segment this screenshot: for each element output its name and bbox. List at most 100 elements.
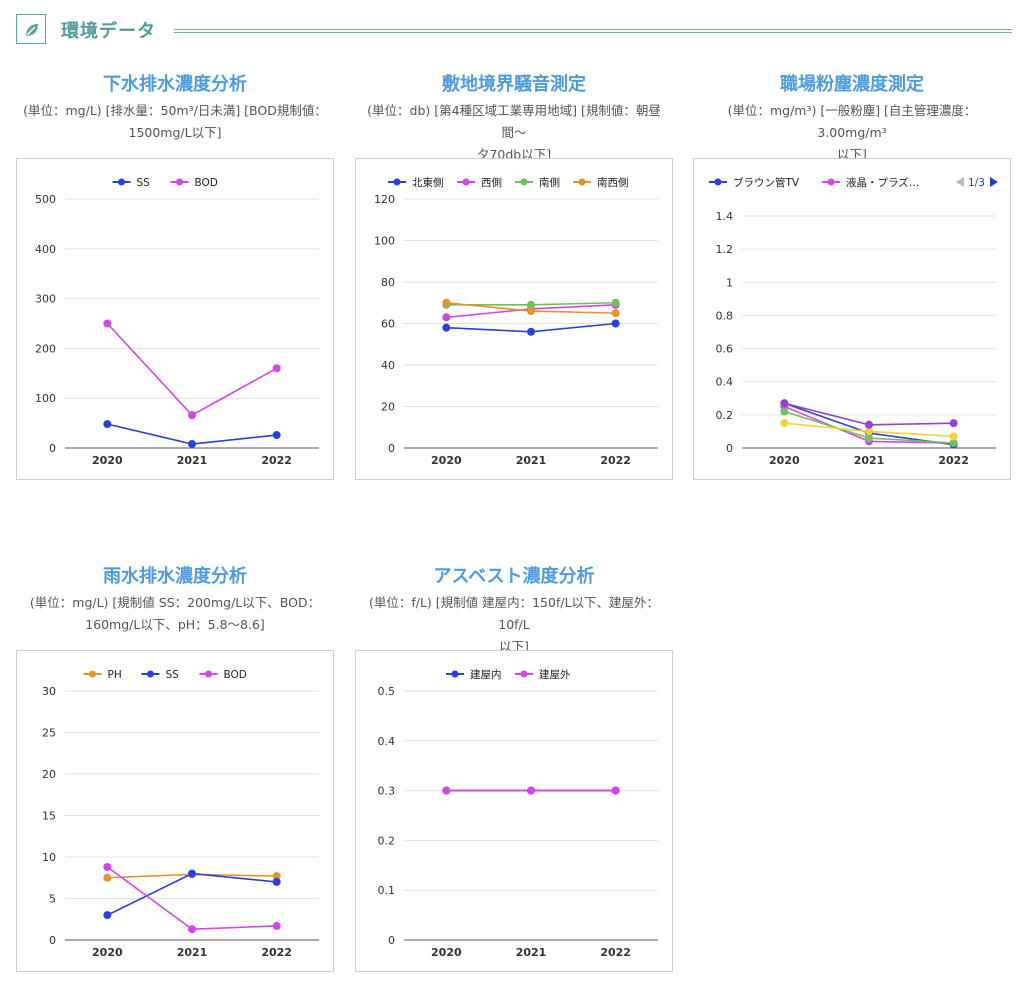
y-tick-label: 60 — [381, 318, 395, 331]
legend-swatch-dot — [205, 670, 212, 678]
section-header: 環境データ — [16, 14, 1012, 46]
legend-label: 西側 — [481, 176, 502, 189]
header-rule-top — [174, 29, 1012, 30]
y-tick-label: 500 — [35, 193, 56, 206]
data-point[interactable] — [865, 434, 873, 443]
chart-note: (単位：mg/m³) [一般粉塵] [自主管理濃度：3.00mg/m³ 以下] — [693, 100, 1011, 166]
y-tick-label: 5 — [49, 893, 56, 906]
data-point[interactable] — [103, 319, 112, 328]
chart-frame: 0 5 10 15 20 25 30 2020 2021 2022 PH SS BOD — [16, 650, 334, 972]
x-tick-label: 2021 — [854, 454, 885, 467]
legend-item[interactable]: SS — [141, 669, 180, 681]
y-tick-label: 0 — [49, 442, 56, 455]
data-point[interactable] — [103, 862, 112, 871]
data-point[interactable] — [272, 872, 281, 881]
legend-item[interactable]: 西側 — [457, 176, 502, 189]
y-tick-label: 20 — [381, 401, 395, 414]
chart-note: (単位：f/L) [規制値 建屋内：150f/L以下、建屋外：10f/L 以下] — [355, 592, 673, 658]
x-tick-label: 2021 — [177, 454, 208, 467]
legend-item[interactable]: 南側 — [515, 176, 560, 189]
chart-note: (単位：db) [第4種区域工業専用地域] [規制値：朝昼間〜 夕70db以下] — [355, 100, 673, 166]
legend-item[interactable]: ブラウン管TV — [709, 176, 800, 189]
data-point[interactable] — [611, 298, 620, 307]
data-point[interactable] — [865, 420, 873, 429]
data-point[interactable] — [188, 925, 196, 934]
legend-item[interactable]: 南西側 — [573, 176, 629, 189]
data-point[interactable] — [527, 327, 535, 336]
chart-block-sewage: 下水排水濃度分析 (単位：mg/L) [排水量：50m³/日未満] [BOD規制… — [16, 70, 334, 482]
legend-label: 南西側 — [597, 176, 629, 189]
section-title: 環境データ — [61, 21, 156, 42]
leaf-icon-box — [16, 14, 46, 44]
legend-item[interactable]: 建屋内 — [446, 668, 502, 681]
data-point[interactable] — [527, 307, 535, 316]
chart-title: アスベスト濃度分析 — [433, 566, 595, 587]
data-point[interactable] — [272, 431, 281, 440]
legend-swatch-dot — [176, 178, 183, 186]
y-tick-label: 0 — [388, 934, 395, 947]
y-tick-label: 30 — [42, 685, 56, 698]
data-point[interactable] — [442, 323, 451, 332]
data-point[interactable] — [442, 313, 451, 322]
legend-item[interactable]: 北東側 — [388, 176, 444, 189]
data-point[interactable] — [611, 309, 620, 318]
legend-prev-icon[interactable] — [956, 177, 964, 187]
y-tick-label: 100 — [35, 392, 56, 405]
legend-next-icon[interactable] — [990, 177, 998, 187]
chart-note-line: (単位：mg/L) [排水量：50m³/日未満] [BOD規制値： — [23, 103, 327, 118]
data-point[interactable] — [103, 911, 112, 920]
data-point[interactable] — [103, 420, 112, 429]
chart-block-asbestos: アスベスト濃度分析 (単位：f/L) [規制値 建屋内：150f/L以下、建屋外… — [355, 562, 673, 974]
y-tick-label: 0.3 — [378, 785, 396, 798]
data-point[interactable] — [949, 432, 958, 441]
data-point[interactable] — [611, 786, 620, 795]
data-point[interactable] — [442, 298, 451, 307]
line-chart: 0 0.2 0.4 0.6 0.8 1 1.2 1.4 2020 2021 2022 ブラウン管TV 液… — [709, 176, 998, 467]
data-point[interactable] — [188, 869, 196, 878]
data-point[interactable] — [188, 440, 196, 449]
legend-page-indicator: 1/3 — [968, 177, 985, 189]
y-tick-label: 0.5 — [378, 685, 396, 698]
data-point[interactable] — [527, 786, 535, 795]
line-chart: 0 0.1 0.2 0.3 0.4 0.5 2020 2021 2022 建屋内 建屋外 — [378, 668, 658, 959]
data-point[interactable] — [865, 427, 873, 436]
x-tick-label: 2021 — [177, 946, 208, 959]
data-point[interactable] — [949, 439, 958, 448]
data-point[interactable] — [272, 364, 281, 373]
chart-frame: 0 100 200 300 400 500 2020 2021 2022 SS BOD — [16, 158, 334, 480]
legend-swatch-dot — [147, 670, 154, 678]
legend-item[interactable]: BOD — [170, 177, 218, 189]
data-point[interactable] — [272, 921, 281, 930]
legend-label: PH — [108, 669, 122, 681]
legend-item[interactable]: 液晶・プラズ… — [822, 176, 919, 189]
x-tick-label: 2022 — [600, 946, 631, 959]
x-tick-label: 2022 — [261, 454, 292, 467]
legend-item[interactable]: BOD — [199, 669, 247, 681]
data-point[interactable] — [272, 877, 281, 886]
line-chart: 0 100 200 300 400 500 2020 2021 2022 SS BOD — [35, 177, 319, 467]
y-tick-label: 20 — [42, 768, 56, 781]
data-point[interactable] — [780, 407, 789, 416]
x-tick-label: 2020 — [431, 946, 462, 959]
data-point[interactable] — [188, 411, 196, 420]
chart-note-line: (単位：mg/L) [規制値 SS：200mg/L以下、BOD： — [29, 595, 321, 610]
data-point[interactable] — [611, 319, 620, 328]
data-point[interactable] — [103, 873, 112, 882]
legend-item[interactable]: 建屋外 — [515, 668, 571, 681]
data-point[interactable] — [780, 399, 789, 408]
data-point[interactable] — [442, 786, 451, 795]
legend-swatch-dot — [520, 670, 528, 678]
legend-item[interactable]: SS — [112, 177, 151, 189]
y-tick-label: 0.4 — [716, 376, 734, 389]
y-tick-label: 10 — [42, 851, 56, 864]
legend-label: BOD — [224, 669, 247, 681]
chart-title: 敷地境界騒音測定 — [442, 74, 586, 95]
chart-block-noise: 敷地境界騒音測定 (単位：db) [第4種区域工業専用地域] [規制値：朝昼間〜… — [355, 70, 673, 482]
x-tick-label: 2021 — [516, 454, 547, 467]
data-point[interactable] — [527, 300, 535, 309]
data-point[interactable] — [949, 419, 958, 428]
legend-item[interactable]: PH — [83, 669, 122, 681]
data-point[interactable] — [780, 419, 789, 428]
x-tick-label: 2022 — [261, 946, 292, 959]
chart-note: (単位：mg/L) [規制値 SS：200mg/L以下、BOD： 160mg/L… — [16, 592, 334, 636]
